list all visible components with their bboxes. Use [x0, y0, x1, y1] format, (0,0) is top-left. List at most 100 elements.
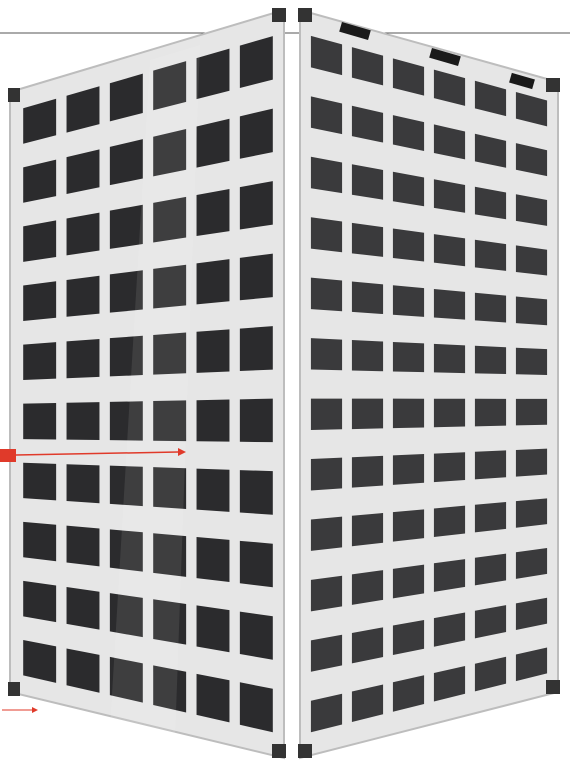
solar-cell	[433, 452, 466, 483]
solar-cell	[351, 340, 384, 372]
solar-cell	[239, 540, 273, 588]
solar-cell	[196, 673, 230, 723]
solar-cell	[310, 575, 343, 612]
solar-cell	[392, 454, 425, 485]
red-arrow-head	[178, 448, 186, 456]
solar-cell	[239, 253, 273, 301]
solar-cell	[310, 338, 343, 371]
solar-cell	[310, 398, 343, 430]
solar-cell	[23, 639, 57, 683]
solar-cell	[392, 171, 425, 207]
solar-cell	[196, 259, 230, 305]
red-marker	[0, 449, 16, 462]
solar-cell	[515, 647, 548, 682]
solar-cell	[66, 402, 100, 441]
junction-box	[339, 22, 371, 40]
solar-cell	[239, 682, 273, 733]
solar-cell	[153, 196, 187, 243]
solar-cell	[239, 470, 273, 515]
solar-cell	[196, 188, 230, 236]
solar-cell	[515, 597, 548, 630]
solar-cell	[109, 270, 143, 313]
solar-cell	[153, 264, 187, 309]
solar-cell	[433, 289, 466, 320]
solar-cell	[109, 401, 143, 441]
solar-cell	[23, 521, 57, 562]
solar-cell	[433, 343, 466, 374]
solar-cell	[239, 108, 273, 159]
solar-cell	[392, 564, 425, 599]
solar-cell	[310, 516, 343, 551]
solar-cell	[66, 464, 100, 504]
solar-cell	[196, 399, 230, 442]
solar-cell	[474, 450, 507, 480]
solar-cell	[515, 498, 548, 528]
solar-cell	[23, 98, 57, 144]
solar-cell	[351, 164, 384, 200]
small-arrow-head	[32, 707, 38, 713]
solar-cell	[196, 118, 230, 168]
solar-cell	[310, 217, 343, 253]
solar-cell	[109, 465, 143, 507]
solar-cell	[23, 580, 57, 623]
corner-bracket	[8, 88, 20, 102]
solar-cell	[310, 457, 343, 491]
solar-cell	[153, 61, 187, 111]
solar-cell	[474, 292, 507, 323]
solar-cell	[310, 35, 343, 76]
solar-cell	[66, 525, 100, 567]
solar-cell	[433, 398, 466, 428]
solar-cell	[433, 559, 466, 592]
solar-cell	[433, 665, 466, 702]
solar-cell	[109, 73, 143, 122]
solar-cell	[392, 398, 425, 429]
solar-cell	[109, 335, 143, 377]
solar-cell	[109, 656, 143, 703]
solar-cell	[515, 143, 548, 177]
junction-box	[429, 48, 461, 66]
solar-cell	[392, 619, 425, 656]
solar-cell	[351, 222, 384, 257]
solar-cell	[515, 448, 548, 477]
solar-cell	[392, 509, 425, 542]
solar-cell	[392, 58, 425, 96]
solar-cell	[351, 512, 384, 547]
solar-cell	[351, 627, 384, 664]
solar-cell	[433, 505, 466, 537]
solar-cell	[239, 326, 273, 372]
solar-cell	[433, 179, 466, 213]
corner-bracket	[272, 744, 286, 758]
solar-cell	[196, 48, 230, 100]
solar-cell	[515, 398, 548, 426]
solar-cell	[392, 285, 425, 317]
solar-cell	[196, 329, 230, 373]
solar-cell	[153, 332, 187, 375]
solar-cell	[66, 275, 100, 317]
solar-cell	[474, 605, 507, 639]
solar-cell	[515, 548, 548, 579]
solar-cell	[66, 86, 100, 133]
solar-cell	[66, 338, 100, 379]
solar-cell	[474, 398, 507, 427]
corner-bracket	[298, 744, 312, 758]
solar-cell	[392, 115, 425, 151]
solar-cell	[474, 186, 507, 220]
solar-cell	[392, 675, 425, 712]
solar-cell	[23, 342, 57, 381]
solar-cell	[23, 281, 57, 321]
solar-cell	[109, 204, 143, 249]
solar-cell	[351, 281, 384, 315]
glare	[110, 45, 200, 740]
solar-cell	[351, 105, 384, 143]
solar-cell	[196, 537, 230, 583]
solar-cell	[310, 634, 343, 672]
solar-cell	[66, 648, 100, 693]
solar-cell	[515, 245, 548, 276]
solar-cell	[239, 36, 273, 89]
solar-cell	[239, 398, 273, 443]
solar-cell	[433, 234, 466, 267]
solar-cell	[23, 462, 57, 501]
solar-cell	[433, 124, 466, 160]
corner-bracket	[546, 680, 560, 694]
